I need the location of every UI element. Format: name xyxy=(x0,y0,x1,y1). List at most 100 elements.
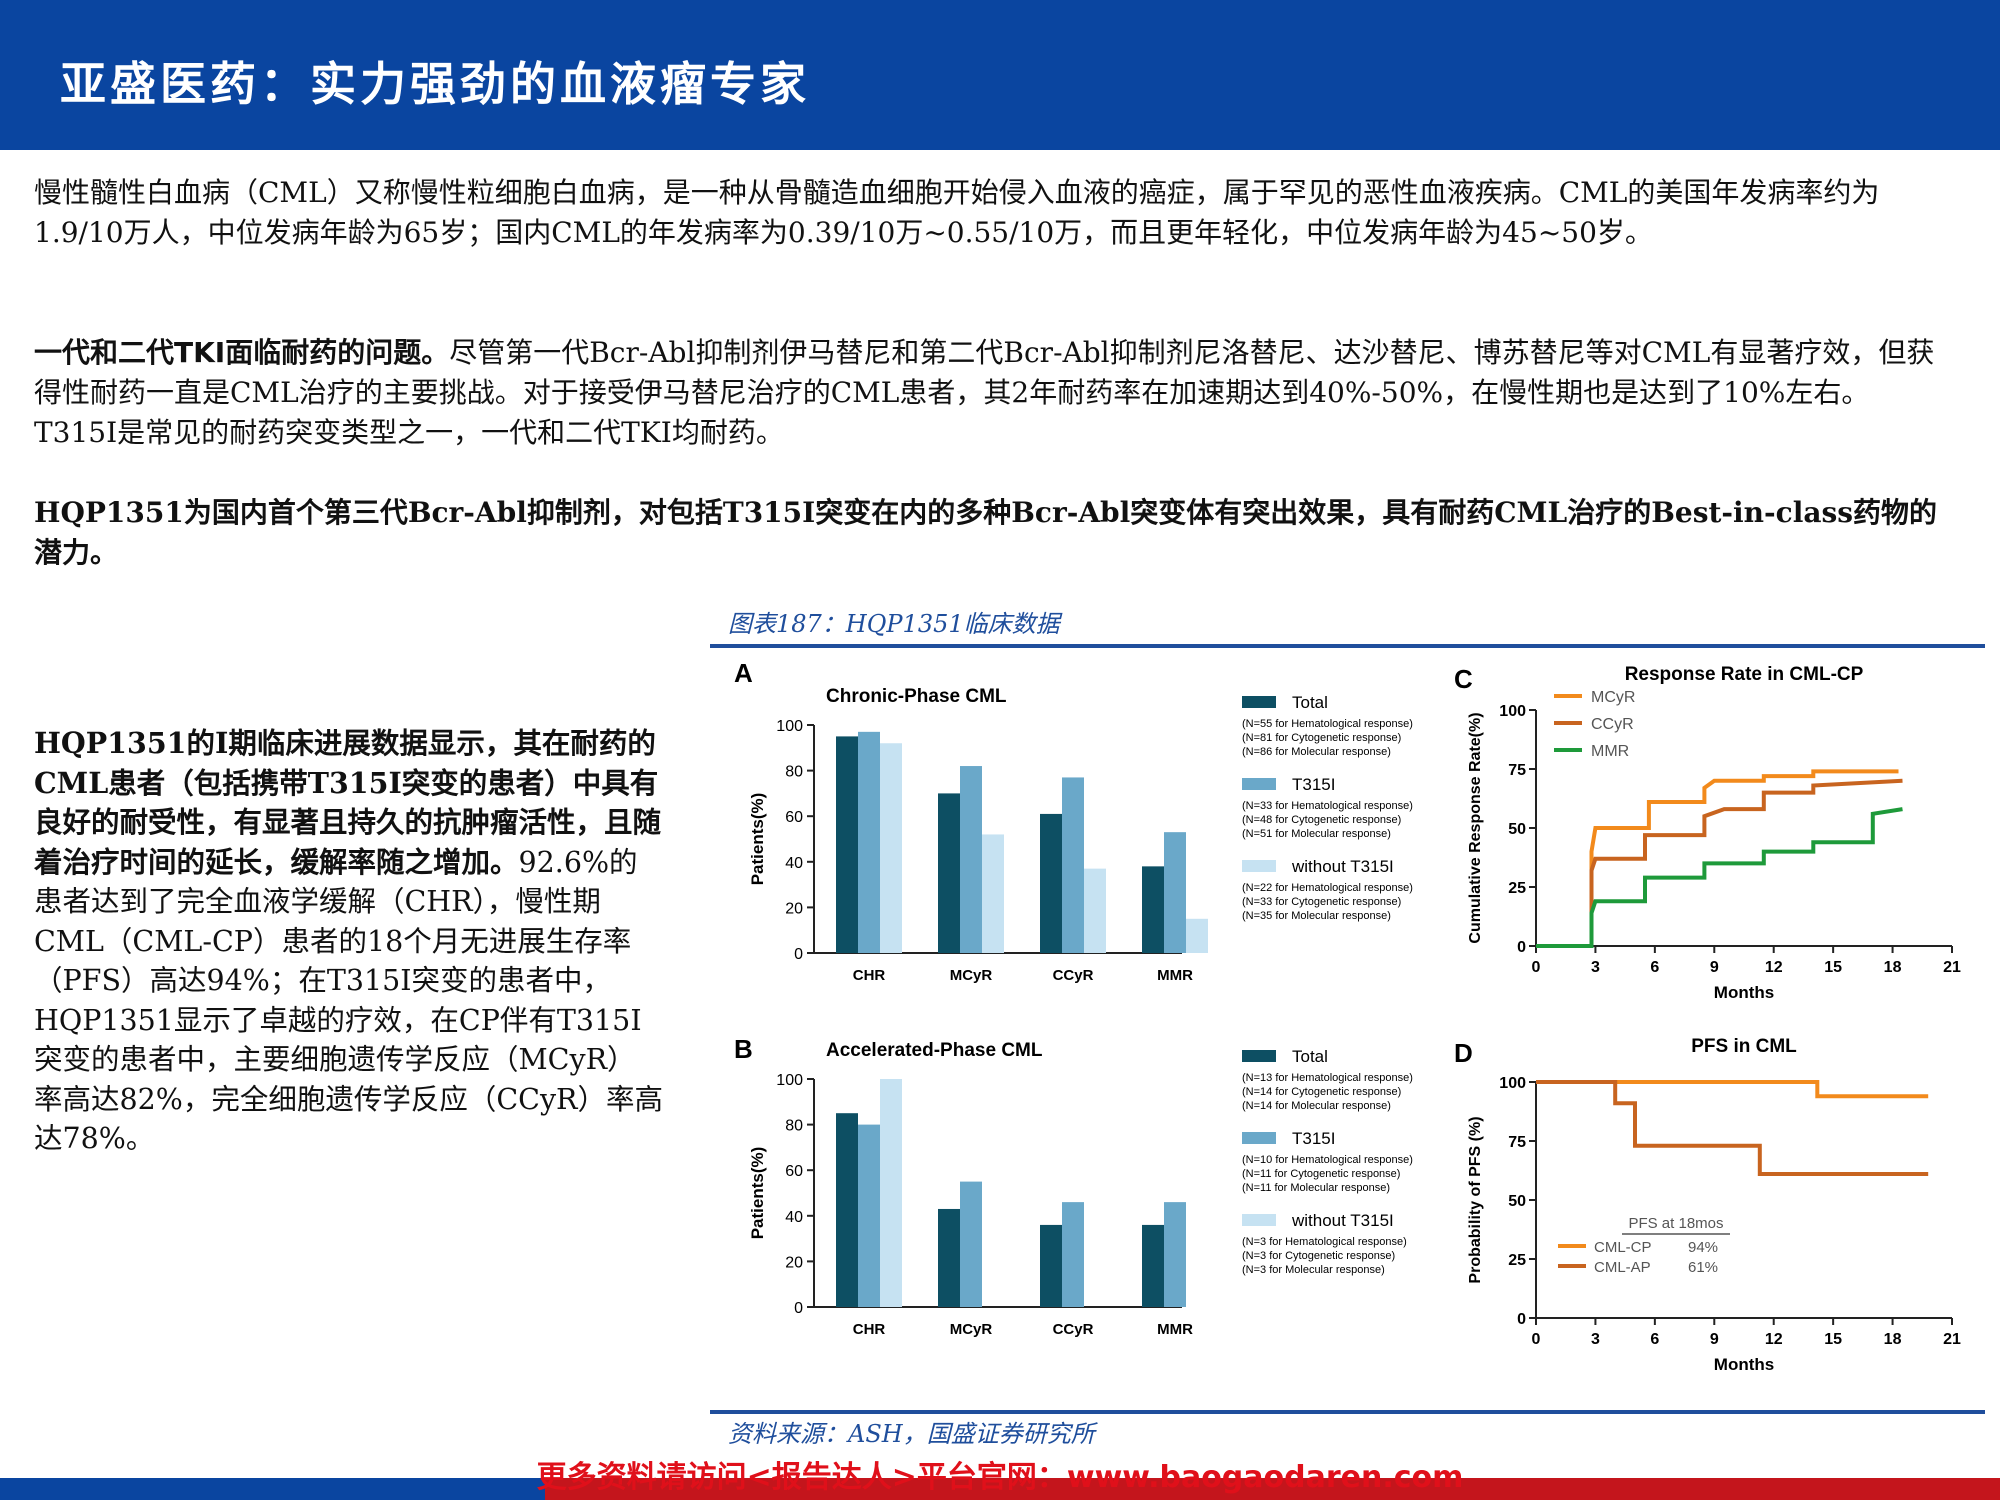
y-tick-label: 0 xyxy=(1517,1311,1526,1328)
panel-c-letter: C xyxy=(1454,664,1473,694)
bar xyxy=(982,834,1004,953)
legend-label: MCyR xyxy=(1591,689,1635,706)
bar xyxy=(1164,832,1186,953)
resistance-heading: 一代和二代TKI面临耐药的问题。 xyxy=(34,336,450,369)
bar xyxy=(1084,868,1106,953)
x-tick-label: CHR xyxy=(853,1321,886,1338)
panel-c: C Response Rate in CML-CP 0 25 50 75 100 0 3 6 9 1… xyxy=(1454,664,1961,1002)
bar xyxy=(1040,1224,1062,1307)
bar xyxy=(960,766,982,953)
legend-note: (N=11 for Molecular response) xyxy=(1242,1182,1390,1194)
x-tick-label: MCyR xyxy=(950,1321,993,1338)
y-tick-label: 40 xyxy=(785,855,803,872)
series-line xyxy=(1536,769,1899,948)
resistance-paragraph: 一代和二代TKI面临耐药的问题。尽管第一代Bcr-Abl抑制剂伊马替尼和第二代B… xyxy=(34,333,1949,453)
y-tick-label: 75 xyxy=(1508,762,1526,779)
panel-a: A Chronic-Phase CML 0 20 40 60 80 100 Patients(… xyxy=(734,658,1413,984)
bar xyxy=(960,1181,982,1307)
x-tick-label: 3 xyxy=(1591,1331,1600,1348)
y-tick-label: 50 xyxy=(1508,821,1526,838)
legend-label: T315I xyxy=(1292,1129,1335,1148)
legend-note: (N=35 for Molecular response) xyxy=(1242,910,1391,922)
legend-label: Total xyxy=(1292,1047,1328,1066)
legend-note: (N=13 for Hematological response) xyxy=(1242,1072,1413,1084)
bar xyxy=(1062,777,1084,953)
legend-note: (N=11 for Cytogenetic response) xyxy=(1242,1168,1400,1180)
chart-title: PFS in CML xyxy=(1691,1036,1797,1057)
bar xyxy=(858,1124,880,1307)
legend-note: (N=3 for Molecular response) xyxy=(1242,1264,1385,1276)
footer-link[interactable]: 更多资料请访问<报告达人>平台官网：www.baogaodaren.com xyxy=(536,1460,1464,1495)
figure-top-rule xyxy=(710,644,1985,648)
clinical-summary-bold: HQP1351的I期临床进展数据显示，其在耐药的CML患者（包括携带T315I突… xyxy=(34,726,662,879)
chart-title: Chronic-Phase CML xyxy=(826,686,1007,707)
x-tick-label: 21 xyxy=(1943,1331,1961,1348)
y-tick-label: 60 xyxy=(785,809,803,826)
legend-label: Total xyxy=(1292,693,1328,712)
panel-b: B Accelerated-Phase CML 0 20 40 60 80 100 Patie… xyxy=(734,1034,1413,1338)
bar xyxy=(1164,1202,1186,1307)
legend-swatch xyxy=(1242,1050,1276,1062)
y-tick-label: 25 xyxy=(1508,1252,1526,1269)
y-tick-label: 20 xyxy=(785,900,803,917)
figure-bottom-rule xyxy=(710,1410,1985,1414)
x-tick-label: MCyR xyxy=(950,967,993,984)
series-line xyxy=(1536,807,1903,948)
legend-note: (N=14 for Molecular response) xyxy=(1242,1100,1391,1112)
x-tick-label: CCyR xyxy=(1053,1321,1094,1338)
legend-label: CCyR xyxy=(1591,716,1634,733)
y-axis-label: Probability of PFS (%) xyxy=(1467,1116,1484,1283)
bar xyxy=(1062,1202,1084,1307)
legend-note: (N=3 for Hematological response) xyxy=(1242,1236,1407,1248)
panel-d-letter: D xyxy=(1454,1038,1473,1068)
y-tick-label: 75 xyxy=(1508,1134,1526,1151)
x-tick-label: 18 xyxy=(1884,959,1902,976)
legend-swatch xyxy=(1242,860,1276,872)
y-tick-label: 100 xyxy=(1499,703,1526,720)
x-tick-label: 9 xyxy=(1710,959,1719,976)
bar xyxy=(1040,813,1062,953)
y-tick-label: 40 xyxy=(785,1209,803,1226)
legend-note: (N=22 for Hematological response) xyxy=(1242,882,1413,894)
figure-title: 图表187：HQP1351临床数据 xyxy=(728,610,1060,638)
x-tick-label: 3 xyxy=(1591,959,1600,976)
hqp1351-highlight: HQP1351为国内首个第三代Bcr-Abl抑制剂，对包括T315I突变在内的多… xyxy=(34,496,1938,569)
series-line xyxy=(1536,778,1903,948)
legend-swatch xyxy=(1242,1132,1276,1144)
y-tick-label: 100 xyxy=(776,1072,803,1089)
x-tick-label: CHR xyxy=(853,967,886,984)
y-tick-label: 50 xyxy=(1508,1193,1526,1210)
bar xyxy=(1142,1224,1164,1307)
legend-title: PFS at 18mos xyxy=(1628,1215,1723,1232)
resistance-body: 尽管第一代Bcr-Abl抑制剂伊马替尼和第二代Bcr-Abl抑制剂尼洛替尼、达沙… xyxy=(34,336,1935,449)
x-tick-label: 18 xyxy=(1884,1331,1902,1348)
footer-accent xyxy=(545,1478,2000,1500)
x-tick-label: 12 xyxy=(1765,1331,1783,1348)
y-tick-label: 0 xyxy=(794,1300,803,1317)
x-tick-label: 15 xyxy=(1824,1331,1842,1348)
legend-note: (N=33 for Cytogenetic response) xyxy=(1242,896,1401,908)
y-tick-label: 60 xyxy=(785,1163,803,1180)
legend-pfs-value: 94% xyxy=(1688,1239,1718,1256)
y-tick-label: 80 xyxy=(785,1118,803,1135)
y-tick-label: 100 xyxy=(776,718,803,735)
legend-label: without T315I xyxy=(1291,1211,1394,1230)
header-bar: 亚盛医药：实力强劲的血液瘤专家 xyxy=(0,0,2000,150)
bar xyxy=(938,1208,960,1307)
legend-label: CML-CP xyxy=(1594,1239,1652,1256)
bar xyxy=(1186,918,1208,953)
legend-pfs-value: 61% xyxy=(1688,1259,1718,1276)
intro-paragraph: 慢性髓性白血病（CML）又称慢性粒细胞白血病，是一种从骨髓造血细胞开始侵入血液的… xyxy=(34,176,1880,249)
x-tick-label: CCyR xyxy=(1053,967,1094,984)
clinical-summary-body: 92.6%的患者达到了完全血液学缓解（CHR），慢性期CML（CML-CP）患者… xyxy=(34,845,664,1156)
y-axis-label: Patients(%) xyxy=(748,1147,767,1240)
legend-note: (N=14 for Cytogenetic response) xyxy=(1242,1086,1401,1098)
y-tick-label: 80 xyxy=(785,764,803,781)
legend-label: T315I xyxy=(1292,775,1335,794)
x-tick-label: 0 xyxy=(1532,959,1541,976)
panel-d: D PFS in CML 0 25 50 75 100 0 3 6 9 12 15 18 21 Months… xyxy=(1454,1036,1961,1374)
legend-note: (N=86 for Molecular response) xyxy=(1242,746,1391,758)
legend-swatch xyxy=(1242,1214,1276,1226)
bar xyxy=(858,731,880,953)
clinical-summary: HQP1351的I期临床进展数据显示，其在耐药的CML患者（包括携带T315I突… xyxy=(34,724,664,1159)
